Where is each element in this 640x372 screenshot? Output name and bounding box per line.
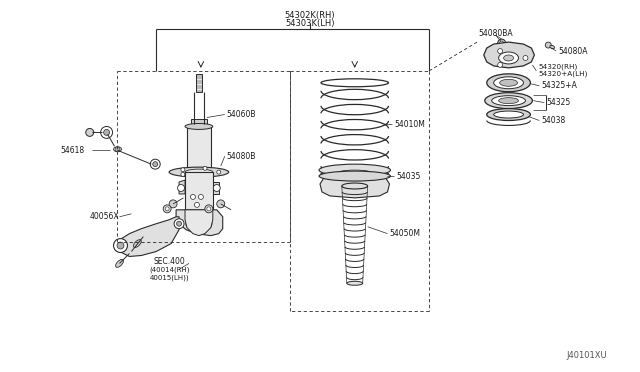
Circle shape (205, 224, 209, 228)
Ellipse shape (134, 240, 141, 247)
Circle shape (207, 207, 211, 211)
Circle shape (203, 166, 207, 170)
Ellipse shape (187, 170, 211, 174)
Ellipse shape (185, 169, 213, 175)
Ellipse shape (487, 109, 531, 121)
Circle shape (197, 227, 201, 231)
Text: 54320+A(LH): 54320+A(LH) (538, 71, 588, 77)
Circle shape (191, 195, 195, 199)
Text: 54302K(RH): 54302K(RH) (285, 11, 335, 20)
FancyBboxPatch shape (187, 126, 211, 172)
Ellipse shape (113, 147, 122, 152)
Circle shape (213, 185, 220, 192)
Circle shape (163, 205, 171, 213)
Circle shape (500, 41, 504, 45)
Ellipse shape (169, 167, 228, 177)
Circle shape (165, 207, 169, 211)
Circle shape (153, 162, 157, 167)
Polygon shape (320, 176, 390, 198)
Circle shape (217, 200, 225, 208)
Text: 54080BA: 54080BA (479, 29, 513, 38)
Circle shape (205, 219, 209, 223)
Ellipse shape (319, 171, 390, 181)
Text: 54320(RH): 54320(RH) (538, 64, 578, 70)
Circle shape (197, 217, 201, 221)
Polygon shape (484, 42, 534, 68)
Ellipse shape (492, 96, 525, 106)
Circle shape (205, 205, 213, 213)
Text: 54618: 54618 (60, 146, 84, 155)
Circle shape (189, 224, 192, 228)
Ellipse shape (335, 170, 374, 178)
Text: 54050M: 54050M (390, 229, 420, 238)
Text: 54010M: 54010M (394, 120, 426, 129)
Ellipse shape (493, 77, 524, 89)
Ellipse shape (347, 281, 363, 285)
FancyBboxPatch shape (185, 172, 213, 210)
Circle shape (545, 42, 551, 48)
Circle shape (181, 173, 185, 176)
Circle shape (523, 55, 528, 60)
Polygon shape (118, 217, 179, 256)
Text: 54080B: 54080B (227, 152, 256, 161)
Text: 54038: 54038 (541, 116, 566, 125)
Circle shape (181, 168, 185, 172)
Text: 54060B: 54060B (227, 110, 256, 119)
Ellipse shape (342, 183, 367, 189)
Ellipse shape (116, 260, 124, 267)
Text: 54035: 54035 (396, 171, 421, 180)
Ellipse shape (195, 221, 203, 226)
Circle shape (150, 159, 160, 169)
Circle shape (498, 49, 502, 54)
Ellipse shape (319, 164, 390, 176)
Text: 54325+A: 54325+A (541, 81, 577, 90)
Ellipse shape (185, 124, 213, 129)
Circle shape (498, 39, 506, 47)
Circle shape (177, 185, 184, 192)
Circle shape (113, 238, 127, 253)
Circle shape (177, 221, 182, 226)
Polygon shape (179, 180, 185, 194)
Ellipse shape (191, 219, 207, 229)
Ellipse shape (493, 111, 524, 118)
Text: (40014(RH): (40014(RH) (149, 266, 190, 273)
FancyBboxPatch shape (191, 119, 207, 126)
Circle shape (195, 202, 200, 207)
Circle shape (198, 195, 204, 199)
Text: 54303K(LH): 54303K(LH) (285, 19, 335, 28)
Text: 40015(LH)): 40015(LH)) (149, 274, 189, 280)
Circle shape (117, 242, 124, 249)
Ellipse shape (499, 98, 518, 104)
Circle shape (100, 126, 113, 138)
Text: 54325: 54325 (547, 98, 570, 107)
Text: 40056X: 40056X (90, 212, 119, 221)
Text: J40101XU: J40101XU (566, 351, 607, 360)
FancyBboxPatch shape (196, 74, 202, 92)
Text: 54080A: 54080A (558, 46, 588, 55)
Ellipse shape (86, 128, 93, 137)
Ellipse shape (484, 93, 532, 109)
Polygon shape (176, 210, 223, 235)
Circle shape (174, 219, 184, 229)
Polygon shape (213, 182, 219, 194)
Circle shape (115, 147, 120, 152)
Ellipse shape (504, 55, 513, 61)
Ellipse shape (550, 45, 555, 49)
Circle shape (104, 129, 109, 135)
Circle shape (169, 200, 177, 208)
Polygon shape (185, 210, 213, 235)
Ellipse shape (487, 74, 531, 92)
Circle shape (498, 62, 502, 67)
Circle shape (203, 174, 207, 178)
Ellipse shape (500, 79, 518, 86)
Circle shape (189, 219, 192, 223)
Ellipse shape (186, 216, 212, 232)
Text: SEC.400: SEC.400 (153, 257, 185, 266)
Ellipse shape (499, 52, 518, 64)
Circle shape (217, 170, 221, 174)
